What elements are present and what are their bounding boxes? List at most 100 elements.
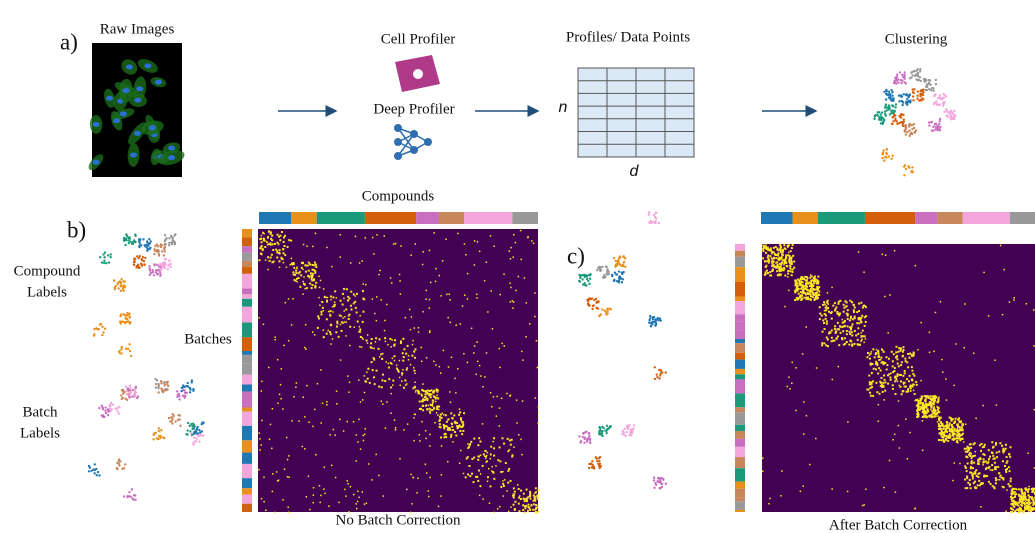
scatter-point (157, 269, 159, 271)
heatmap-cell (926, 416, 928, 418)
heatmap-cell (274, 243, 276, 245)
heatmap-cell (277, 359, 279, 361)
batch-color-bar (735, 282, 745, 297)
scatter-point (92, 468, 94, 470)
heatmap-cell (940, 417, 942, 419)
scatter-point (143, 264, 145, 266)
scatter-point (906, 131, 908, 133)
heatmap-cell (323, 330, 325, 332)
heatmap-cell (765, 252, 767, 254)
nucleus (120, 111, 127, 116)
heatmap-cell (529, 498, 531, 500)
heatmap-cell (842, 326, 844, 328)
scatter-point (912, 99, 914, 101)
scatter-point (633, 424, 635, 426)
heatmap-cell (1010, 478, 1012, 480)
heatmap-cell (486, 455, 488, 457)
scatter-point (886, 109, 888, 111)
heatmap-cell (806, 415, 808, 417)
heatmap-cell (372, 237, 374, 239)
scatter-point (613, 279, 615, 281)
heatmap-cell (969, 444, 971, 446)
scatter-point (885, 98, 887, 100)
heatmap-cell (1006, 462, 1008, 464)
heatmap-cell (386, 401, 388, 403)
heatmap-cell (446, 426, 448, 428)
heatmap-cell (513, 446, 515, 448)
heatmap-cell (334, 290, 336, 292)
scatter-point (928, 124, 930, 126)
heatmap-cell (871, 372, 873, 374)
heatmap-cell (480, 454, 482, 456)
heatmap-cell (463, 473, 465, 475)
heatmap-cell (522, 509, 524, 511)
heatmap-cell (394, 360, 396, 362)
heatmap-cell (331, 266, 333, 268)
heatmap-cell (920, 322, 922, 324)
heatmap-cell (900, 364, 902, 366)
batch-color-bar (242, 314, 252, 323)
scatter-point (883, 119, 885, 121)
nucleus (126, 65, 133, 70)
heatmap-cell (330, 295, 332, 297)
heatmap-cell (873, 368, 875, 370)
scatter-point (626, 425, 628, 427)
heatmap-cell (402, 338, 404, 340)
scatter-point (160, 382, 162, 384)
heatmap-cell (396, 365, 398, 367)
heatmap-cell (1011, 511, 1013, 513)
heatmap-cell (470, 441, 472, 443)
heatmap-cell (864, 316, 866, 318)
heatmap-cell (366, 503, 368, 505)
scatter-point (891, 123, 893, 125)
scatter-point (916, 97, 918, 99)
heatmap-cell (805, 326, 807, 328)
heatmap-cell (910, 390, 912, 392)
heatmap-cell (902, 391, 904, 393)
heatmap-cell (330, 333, 332, 335)
heatmap-cell (525, 499, 527, 501)
heatmap-cell (852, 323, 854, 325)
scatter-point (108, 410, 110, 412)
batch-color-bar (735, 374, 745, 379)
heatmap-cell (259, 259, 261, 261)
heatmap-cell (425, 405, 427, 407)
scatter-point (117, 287, 119, 289)
heatmap-cell (863, 342, 865, 344)
heatmap-cell (512, 300, 514, 302)
scatter-point (148, 238, 150, 240)
scatter-point (124, 280, 126, 282)
heatmap-cell (376, 370, 378, 372)
heatmap-cell (467, 473, 469, 475)
heatmap-cell (259, 449, 261, 451)
heatmap-cell (263, 477, 265, 479)
heatmap-cell (380, 299, 382, 301)
heatmap-cell (812, 288, 814, 290)
heatmap-cell (302, 293, 304, 295)
heatmap-cell (435, 364, 437, 366)
heatmap-cell (975, 418, 977, 420)
heatmap-cell (510, 247, 512, 249)
scatter-point (917, 75, 919, 77)
scatter-point (581, 274, 583, 276)
heatmap-cell (925, 401, 927, 403)
heatmap-cell (889, 376, 891, 378)
scatter-point (625, 435, 627, 437)
heatmap-cell (1004, 465, 1006, 467)
heatmap-cell (326, 333, 328, 335)
heatmap-cell (345, 495, 347, 497)
heatmap-cell (843, 321, 845, 323)
heatmap-cell (496, 396, 498, 398)
heatmap-cell (441, 445, 443, 447)
heatmap-cell (878, 421, 880, 423)
heatmap-cell (350, 291, 352, 293)
heatmap-cell (522, 400, 524, 402)
heatmap-cell (393, 345, 395, 347)
heatmap-cell (513, 504, 515, 506)
heatmap-cell (532, 500, 534, 502)
heatmap-cell (474, 345, 476, 347)
scatter-point (135, 391, 137, 393)
heatmap-cell (783, 267, 785, 269)
heatmap-cell (930, 395, 932, 397)
scatter-point (908, 129, 910, 131)
